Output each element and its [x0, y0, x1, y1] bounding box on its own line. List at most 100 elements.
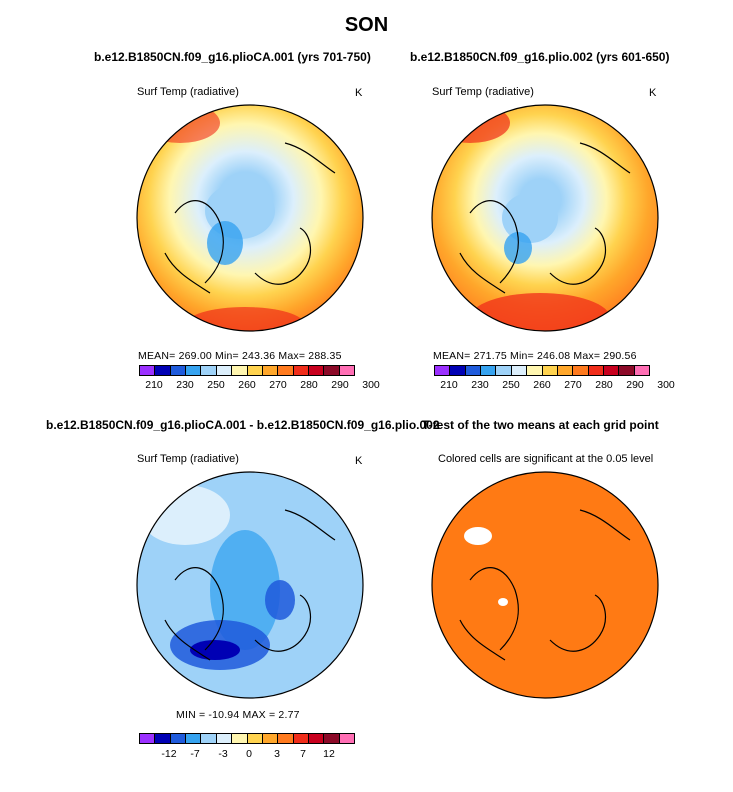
panel2-units: K: [649, 87, 657, 99]
panel3-weak-area: [140, 485, 230, 545]
panel3-map-border: [136, 471, 364, 699]
panel3-tick: 3: [274, 748, 280, 760]
panel3-tick: 12: [323, 748, 335, 760]
colorbar-swatch: [619, 366, 635, 375]
panel4-nonsignificant-patch: [464, 527, 492, 545]
colorbar-swatch: [542, 366, 558, 375]
panel3-cool-tongue: [210, 530, 280, 650]
panel2-tick: 210: [440, 379, 458, 391]
colorbar-swatch: [557, 366, 574, 375]
panel3-map: [136, 471, 364, 699]
colorbar-swatch: [155, 366, 171, 375]
panel1-title: b.e12.B1850CN.f09_g16.plioCA.001 (yrs 70…: [94, 50, 371, 64]
colorbar-swatch: [155, 734, 171, 743]
panel2-cold-core: [502, 193, 558, 243]
panel1-warm-south: [185, 307, 305, 331]
colorbar-swatch: [232, 366, 248, 375]
panel3-units: K: [355, 455, 363, 467]
panel1-tick: 260: [238, 379, 256, 391]
panel1-tick: 270: [269, 379, 287, 391]
colorbar-swatch: [278, 734, 294, 743]
panel1-map: [136, 104, 364, 332]
panel3-max-cooling: [190, 640, 240, 660]
colorbar-swatch: [496, 366, 512, 375]
colorbar-swatch: [324, 734, 340, 743]
colorbar-swatch: [247, 734, 263, 743]
panel3-variable: Surf Temp (radiative): [137, 453, 239, 465]
colorbar-swatch: [511, 366, 528, 375]
panel2-variable: Surf Temp (radiative): [432, 86, 534, 98]
panel2-tick: 280: [595, 379, 613, 391]
colorbar-swatch: [247, 366, 263, 375]
colorbar-swatch: [465, 366, 482, 375]
colorbar-swatch: [186, 366, 202, 375]
panel1-map-border: [136, 104, 364, 332]
panel2-tick: 230: [471, 379, 489, 391]
panel4-coastlines: [459, 509, 631, 661]
colorbar-swatch: [262, 366, 279, 375]
panel3-coastlines: [164, 509, 336, 661]
panel1-tick: 300: [362, 379, 380, 391]
colorbar-swatch: [293, 366, 309, 375]
colorbar-swatch: [262, 734, 279, 743]
panel3-colorbar: [139, 733, 355, 744]
colorbar-swatch: [278, 366, 294, 375]
colorbar-swatch: [339, 734, 355, 743]
panel2-tick: 290: [626, 379, 644, 391]
panel2-tick: 250: [502, 379, 520, 391]
colorbar-swatch: [201, 734, 217, 743]
colorbar-swatch: [186, 734, 202, 743]
panel1-colorbar: [139, 365, 355, 376]
panel1-coastlines: [164, 142, 336, 294]
panel4-nonsignificant-patch: [498, 598, 508, 606]
colorbar-swatch: [450, 366, 466, 375]
colorbar-swatch: [634, 366, 650, 375]
panel3-cooling-east: [265, 580, 295, 620]
panel2-stats: MEAN= 271.75 Min= 246.08 Max= 290.56: [433, 350, 637, 362]
colorbar-swatch: [435, 366, 451, 375]
colorbar-swatch: [140, 366, 156, 375]
panel1-tick: 230: [176, 379, 194, 391]
panel3-title: b.e12.B1850CN.f09_g16.plioCA.001 - b.e12…: [46, 418, 440, 432]
panel1-tick: 250: [207, 379, 225, 391]
panel4-map: [431, 471, 659, 699]
panel3-tick: 7: [300, 748, 306, 760]
colorbar-swatch: [293, 734, 309, 743]
panel4-note: Colored cells are significant at the 0.0…: [438, 453, 654, 465]
colorbar-swatch: [603, 366, 620, 375]
colorbar-swatch: [308, 366, 325, 375]
colorbar-swatch: [201, 366, 217, 375]
panel3-tick: -3: [218, 748, 228, 760]
panel3-tick: -12: [161, 748, 177, 760]
panel2-map-border: [431, 104, 659, 332]
panel1-warm-north: [140, 105, 220, 143]
panel4-significant-field: [432, 472, 658, 698]
colorbar-swatch: [573, 366, 589, 375]
panel1-tick: 210: [145, 379, 163, 391]
colorbar-swatch: [588, 366, 604, 375]
panel2-tick: 300: [657, 379, 675, 391]
colorbar-swatch: [140, 734, 156, 743]
panel2-title: b.e12.B1850CN.f09_g16.plio.002 (yrs 601-…: [410, 50, 670, 64]
panel4-map-border: [431, 471, 659, 699]
panel4-title: T-test of the two means at each grid poi…: [422, 418, 659, 432]
panel2-warm-south: [470, 293, 610, 331]
colorbar-swatch: [339, 366, 355, 375]
colorbar-swatch: [481, 366, 497, 375]
panel2-tick: 260: [533, 379, 551, 391]
panel1-variable: Surf Temp (radiative): [137, 86, 239, 98]
panel2-map: [431, 104, 659, 332]
colorbar-swatch: [527, 366, 543, 375]
panel1-tick: 290: [331, 379, 349, 391]
colorbar-swatch: [308, 734, 325, 743]
panel2-colorbar: [434, 365, 650, 376]
panel3-stats: MIN = -10.94 MAX = 2.77: [176, 709, 300, 721]
colorbar-swatch: [216, 366, 233, 375]
figure-title: SON: [344, 14, 389, 36]
panel3-tick: 0: [246, 748, 252, 760]
colorbar-swatch: [232, 734, 248, 743]
panel1-units: K: [355, 87, 363, 99]
panel2-tick: 270: [564, 379, 582, 391]
colorbar-swatch: [324, 366, 340, 375]
colorbar-swatch: [170, 366, 187, 375]
